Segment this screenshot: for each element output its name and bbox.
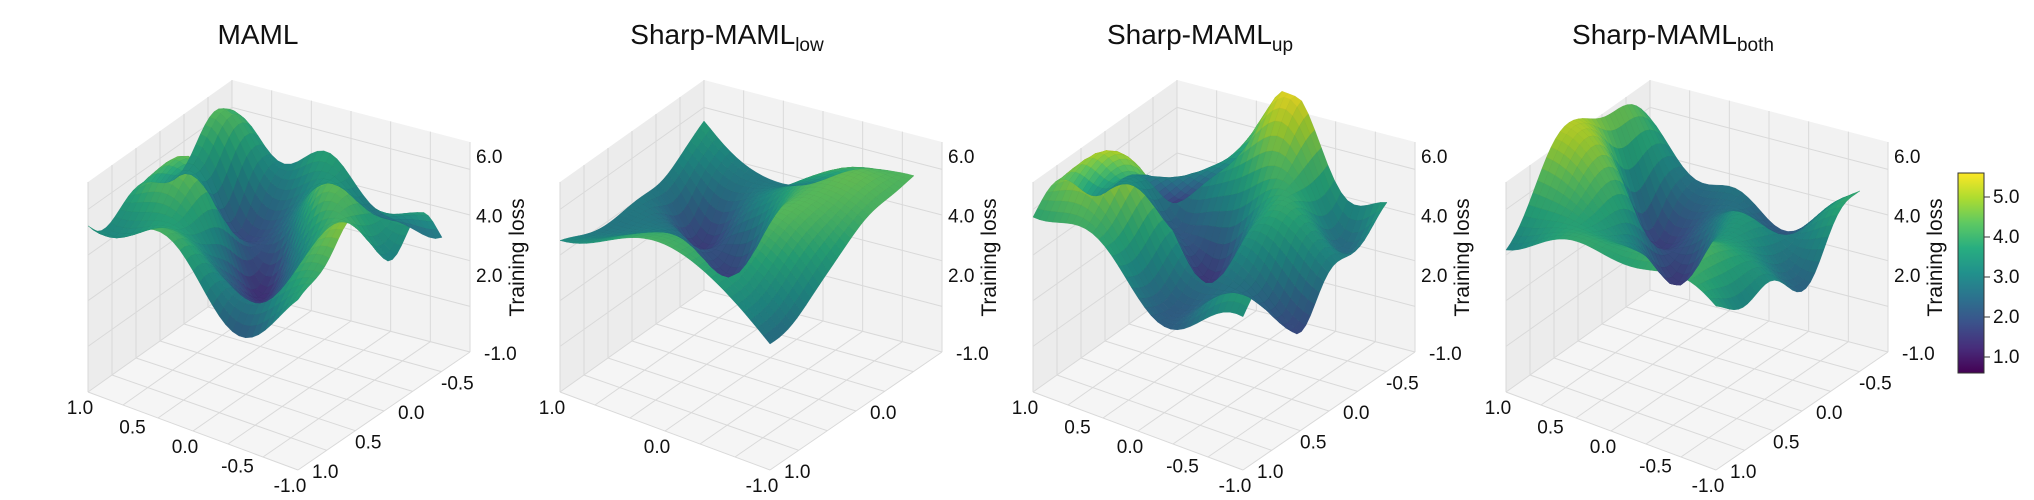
z-tick-label: 4.0 [1421, 206, 1447, 227]
z-tick-label: 2.0 [1894, 266, 1920, 287]
panel-title: MAML [218, 19, 299, 50]
surface [559, 120, 915, 345]
x-tick-label: 1.0 [67, 398, 93, 419]
z-tick-label: 6.0 [948, 147, 974, 168]
z-tick-label: 6.0 [1894, 147, 1920, 168]
floor-pane [1033, 290, 1415, 470]
x-tick-label: -1.0 [274, 476, 307, 497]
panel-title-subscript: low [795, 35, 824, 56]
z-axis-label: Training loss [1451, 198, 1474, 316]
panel-title-subscript: both [1737, 35, 1774, 56]
y-tick-label: -0.5 [1386, 374, 1419, 395]
y-tick-label: 0.0 [1343, 403, 1369, 424]
x-tick-label: -0.5 [221, 457, 254, 478]
colorbar-gradient [1957, 172, 1985, 374]
colorbar-tick-label: 3.0 [1993, 267, 2019, 288]
x-tick-label: 0.0 [1117, 437, 1143, 458]
x-tick-label: -1.0 [1219, 476, 1252, 497]
z-tick-label: 2.0 [476, 266, 502, 287]
y-tick-label: 0.0 [398, 403, 424, 424]
z-tick-label: 2.0 [1421, 266, 1447, 287]
floor-pane [88, 290, 470, 470]
panel-title-subscript: up [1272, 35, 1293, 56]
y-tick-label: -1.0 [956, 344, 989, 365]
z-axis-label: Training loss [506, 198, 529, 316]
x-tick-label: -1.0 [1692, 476, 1725, 497]
floor-pane [1506, 290, 1888, 470]
y-tick-label: -1.0 [1429, 344, 1462, 365]
panel-title: Sharp-MAMLup [1107, 19, 1293, 56]
colorbar-tick-label: 2.0 [1993, 307, 2019, 328]
x-tick-label: 0.0 [644, 437, 670, 458]
panel-4: Sharp-MAMLboth 1.0 0.5 0.0 -0.5 -1.0 -1.0 -0.5 0… [1485, 19, 1947, 497]
surface [1032, 91, 1388, 335]
z-tick-label: 4.0 [1894, 206, 1920, 227]
x-tick-label: 1.0 [539, 398, 565, 419]
z-tick-label: 6.0 [476, 147, 502, 168]
surface [87, 108, 443, 339]
y-tick-label: -1.0 [1902, 344, 1935, 365]
x-tick-label: 0.5 [1537, 418, 1563, 439]
x-tick-label: -0.5 [1639, 457, 1672, 478]
z-tick-label: 2.0 [948, 266, 974, 287]
colorbar-tick-label: 5.0 [1993, 187, 2019, 208]
x-tick-label: -1.0 [746, 476, 779, 497]
colorbar: 1.0 2.0 3.0 4.0 5.0 [1957, 172, 2019, 374]
x-tick-label: 1.0 [1485, 398, 1511, 419]
z-axis-label: Training loss [1924, 198, 1947, 316]
panel-1: MAML 1.0 0.5 0.0 -0.5 -1.0 -1.0 -0.5 0.0 0.5 1.0 2.… [67, 19, 529, 497]
z-tick-label: 4.0 [476, 206, 502, 227]
x-tick-label: 1.0 [1012, 398, 1038, 419]
x-tick-label: 0.0 [172, 437, 198, 458]
y-tick-label: -0.5 [1859, 374, 1892, 395]
y-tick-label: 1.0 [784, 462, 810, 483]
y-tick-label: 1.0 [312, 462, 338, 483]
panel-3: Sharp-MAMLup 1.0 0.5 0.0 -0.5 -1.0 -1.0 -0.5 0.0… [1012, 19, 1474, 497]
y-tick-label: -0.5 [441, 374, 474, 395]
colorbar-tick-label: 4.0 [1993, 227, 2019, 248]
y-tick-label: 1.0 [1730, 462, 1756, 483]
x-tick-label: 0.0 [1590, 437, 1616, 458]
panel-2: Sharp-MAMLlow 1.0 0.0 -1.0 -1.0 0.0 1.0 2.0 4.0 6… [539, 19, 1001, 497]
z-tick-label: 6.0 [1421, 147, 1447, 168]
y-tick-label: 0.5 [1773, 433, 1799, 454]
panel-title: Sharp-MAMLboth [1572, 19, 1774, 56]
surface [1505, 104, 1861, 311]
panel-title: Sharp-MAMLlow [630, 19, 824, 56]
x-tick-label: -0.5 [1166, 457, 1199, 478]
z-axis-label: Training loss [978, 198, 1001, 316]
x-tick-label: 0.5 [1064, 418, 1090, 439]
x-tick-label: 0.5 [119, 418, 145, 439]
y-tick-label: 1.0 [1257, 462, 1283, 483]
y-tick-label: 0.5 [1300, 433, 1326, 454]
y-tick-label: 0.0 [1816, 403, 1842, 424]
y-tick-label: 0.5 [355, 433, 381, 454]
y-tick-label: -1.0 [484, 344, 517, 365]
z-tick-label: 4.0 [948, 206, 974, 227]
colorbar-tick-label: 1.0 [1993, 347, 2019, 368]
y-tick-label: 0.0 [870, 403, 896, 424]
floor-pane [560, 290, 942, 470]
